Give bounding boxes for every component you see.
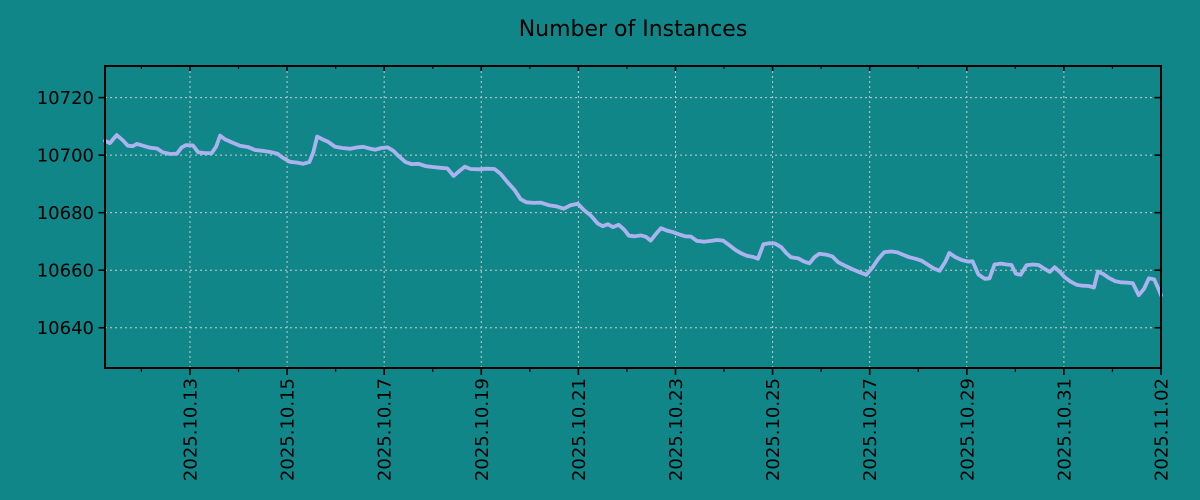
svg-text:10680: 10680	[37, 203, 94, 224]
svg-text:2025.10.29: 2025.10.29	[957, 378, 978, 481]
svg-text:2025.10.21: 2025.10.21	[569, 378, 590, 481]
svg-text:10700: 10700	[37, 146, 94, 167]
svg-text:10640: 10640	[37, 318, 94, 339]
axis-ticks	[98, 66, 1162, 375]
svg-text:10720: 10720	[37, 88, 94, 109]
svg-text:2025.11.02: 2025.11.02	[1152, 378, 1173, 481]
chart-title: Number of Instances	[518, 17, 748, 42]
axis-border	[104, 65, 1162, 369]
svg-text:2025.10.31: 2025.10.31	[1054, 378, 1075, 481]
svg-text:2025.10.15: 2025.10.15	[278, 378, 299, 481]
svg-text:2025.10.27: 2025.10.27	[860, 378, 881, 481]
y-tick-labels: 10640 10660 10680 10700 10720	[37, 88, 94, 339]
svg-text:10660: 10660	[37, 261, 94, 282]
svg-text:2025.10.17: 2025.10.17	[375, 378, 396, 481]
svg-text:2025.10.23: 2025.10.23	[666, 378, 687, 481]
x-tick-labels: 2025.10.13 2025.10.15 2025.10.17 2025.10.19…	[180, 378, 1172, 481]
svg-text:2025.10.13: 2025.10.13	[180, 378, 201, 481]
svg-text:2025.10.19: 2025.10.19	[472, 378, 493, 481]
svg-text:2025.10.25: 2025.10.25	[763, 378, 784, 481]
data-line	[103, 133, 1163, 298]
